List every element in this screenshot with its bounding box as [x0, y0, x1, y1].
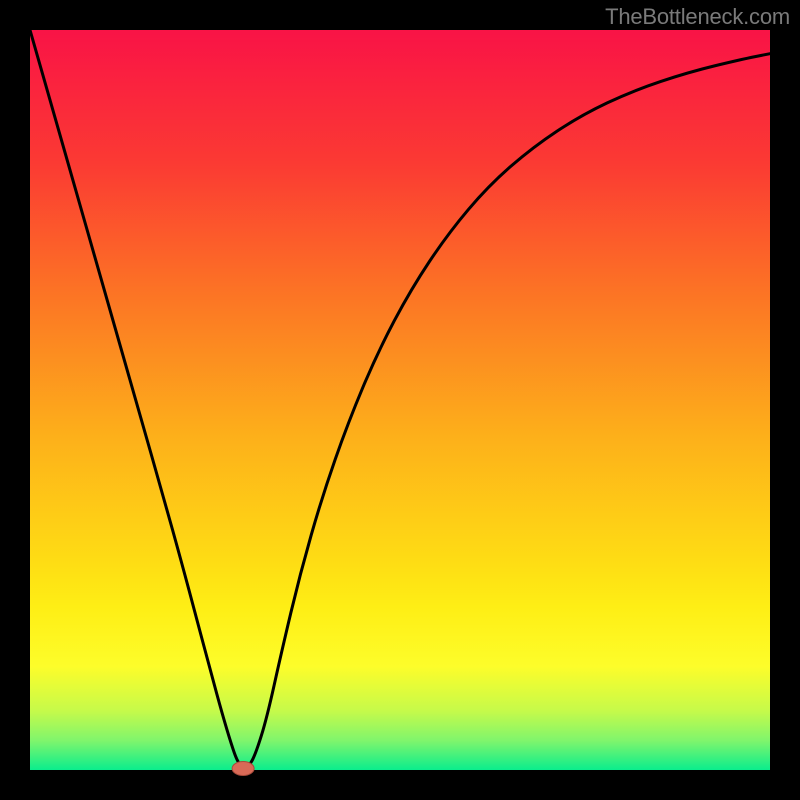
- plot-background: [30, 30, 770, 770]
- optimal-point-marker: [232, 762, 254, 776]
- chart-container: TheBottleneck.com: [0, 0, 800, 800]
- watermark-text: TheBottleneck.com: [605, 4, 790, 30]
- bottleneck-chart: [0, 0, 800, 800]
